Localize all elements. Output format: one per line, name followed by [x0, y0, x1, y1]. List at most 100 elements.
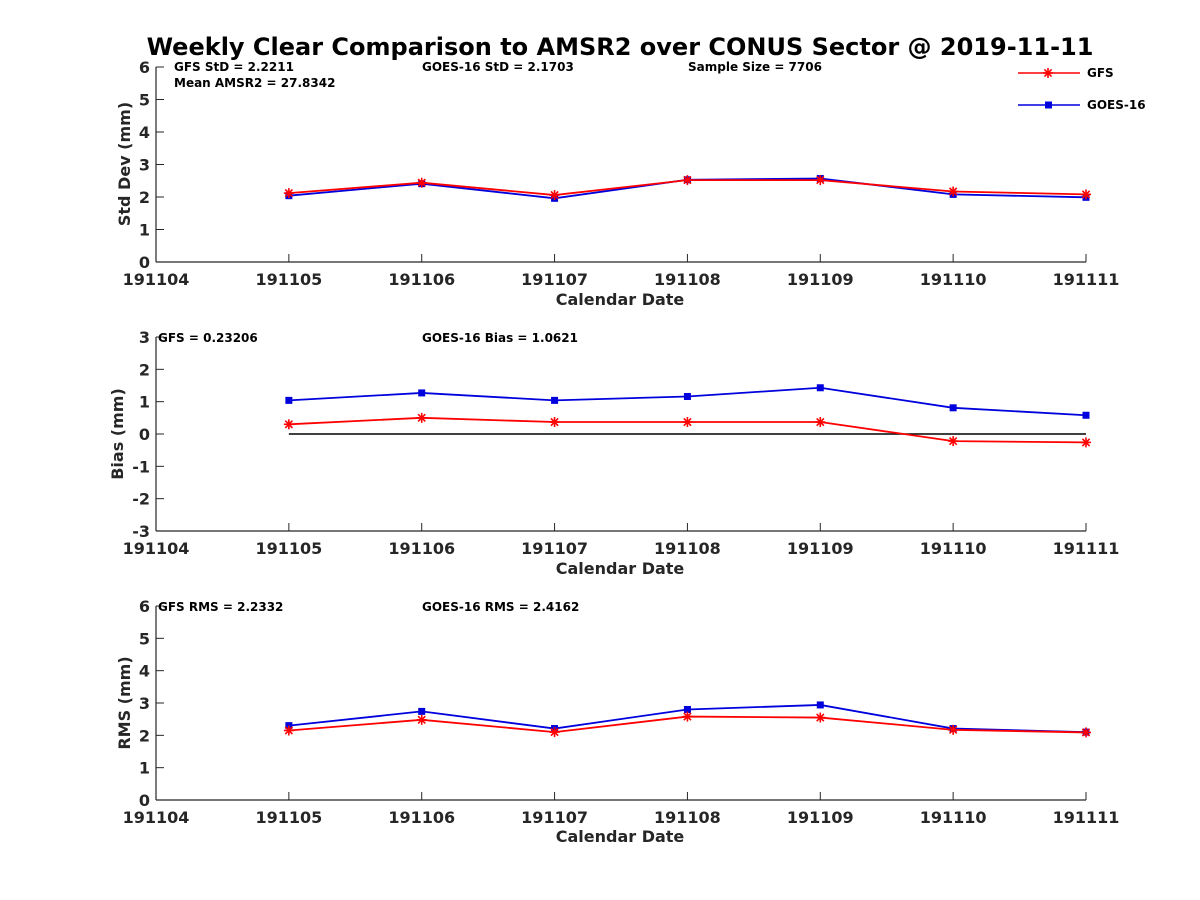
- bias-gfs-point: [682, 417, 693, 428]
- legend-gfs-marker: [1043, 68, 1053, 78]
- std-dev-gfs-point: [549, 190, 560, 201]
- bias-x-tick-label: 191111: [1053, 539, 1120, 558]
- rms-x-tick-label: 191108: [654, 808, 721, 827]
- legend-goes16-marker: [1045, 101, 1052, 109]
- rms-gfs-point: [416, 714, 427, 725]
- goes16-std-annotation: GOES-16 StD = 2.1703: [422, 60, 574, 74]
- bias-gfs-point: [815, 417, 826, 428]
- std-dev-y-tick-label: 5: [139, 91, 150, 110]
- std-dev-y-tick-label: 6: [139, 58, 150, 77]
- legend-goes16-label: GOES-16: [1087, 98, 1146, 112]
- gfs-bias-annotation: GFS = 0.23206: [158, 331, 258, 345]
- bias-gfs-point: [1081, 437, 1091, 448]
- chart-title: Weekly Clear Comparison to AMSR2 over CO…: [147, 33, 1094, 61]
- std-dev-x-tick-label: 191108: [654, 270, 721, 289]
- std-dev-x-tick-label: 191106: [388, 270, 455, 289]
- rms-gfs-point: [549, 727, 560, 738]
- bias-y-tick-label: 3: [139, 328, 150, 347]
- bias-y-tick-label: -1: [132, 457, 150, 476]
- bias-goes16-point: [1082, 411, 1090, 419]
- bias-goes16-point: [551, 396, 559, 404]
- rms-y-tick-label: 3: [139, 694, 150, 713]
- std-dev-x-tick-label: 191105: [255, 270, 322, 289]
- std-dev-x-tick-label: 191107: [521, 270, 588, 289]
- std-dev-axes: 191104 191105 191106 191107 191108 191109 1911…: [123, 58, 1120, 289]
- bias-goes16-point: [285, 396, 293, 404]
- bias-x-tick-label: 191107: [521, 539, 588, 558]
- bias-goes16-point: [418, 389, 426, 397]
- rms-y-tick-label: 0: [139, 791, 150, 810]
- rms-x-tick-label: 191104: [123, 808, 190, 827]
- std-dev-y-tick-label: 3: [139, 156, 150, 175]
- goes16-rms-annotation: GOES-16 RMS = 2.4162: [422, 600, 579, 614]
- std-dev-gfs-point: [283, 188, 294, 199]
- bias-goes16-point: [949, 404, 957, 412]
- std-dev-y-axis-label: Std Dev (mm): [115, 102, 134, 226]
- rms-goes16-point: [683, 705, 691, 713]
- rms-y-tick-label: 1: [139, 759, 150, 778]
- std-dev-x-tick-label: 191110: [920, 270, 987, 289]
- rms-y-axis-label: RMS (mm): [115, 656, 134, 749]
- bias-gfs-point: [283, 419, 294, 430]
- rms-gfs-point: [815, 712, 826, 723]
- rms-gfs-point: [948, 724, 959, 735]
- rms-gfs-point: [1081, 727, 1091, 738]
- bias-x-tick-label: 191105: [255, 539, 322, 558]
- std-dev-y-tick-label: 1: [139, 221, 150, 240]
- bias-y-axis-label: Bias (mm): [108, 388, 127, 480]
- bias-x-tick-label: 191108: [654, 539, 721, 558]
- rms-x-tick-label: 191107: [521, 808, 588, 827]
- std-dev-gfs-point: [416, 177, 427, 188]
- rms-x-tick-label: 191106: [388, 808, 455, 827]
- rms-x-tick-label: 191109: [787, 808, 854, 827]
- std-dev-y-tick-label: 4: [139, 123, 150, 142]
- legend: GFS GOES-16: [1018, 66, 1146, 112]
- bias-x-tick-label: 191104: [123, 539, 190, 558]
- std-dev-gfs-point: [682, 175, 693, 186]
- std-dev-gfs-point: [948, 186, 959, 197]
- bias-y-tick-label: 0: [139, 425, 150, 444]
- bias-x-tick-label: 191110: [920, 539, 987, 558]
- bias-gfs-point: [948, 436, 959, 447]
- rms-axes: 191104 191105 191106 191107 191108 191109 1911…: [123, 597, 1120, 827]
- bias-gfs-point: [549, 417, 560, 428]
- rms-y-tick-label: 6: [139, 597, 150, 616]
- std-dev-gfs-point: [1081, 189, 1091, 200]
- legend-gfs-asterisk: [1043, 68, 1053, 78]
- rms-y-tick-label: 2: [139, 726, 150, 745]
- rms-x-tick-label: 191111: [1053, 808, 1120, 827]
- bias-goes16-point: [816, 384, 824, 392]
- rms-goes16-point: [418, 707, 426, 715]
- std-dev-gfs-point: [815, 175, 826, 186]
- bias-x-tick-label: 191109: [787, 539, 854, 558]
- std-dev-y-tick-label: 0: [139, 253, 150, 272]
- sample-size-annotation: Sample Size = 7706: [688, 60, 822, 74]
- rms-x-tick-label: 191105: [255, 808, 322, 827]
- bias-y-tick-label: -3: [132, 522, 150, 541]
- std-dev-x-axis-label: Calendar Date: [556, 290, 685, 309]
- bias-panel: 191104 191105 191106 191107 191108 191109 1911…: [108, 328, 1119, 578]
- rms-x-tick-label: 191110: [920, 808, 987, 827]
- bias-goes16-point: [683, 392, 691, 400]
- mean-amsr2-annotation: Mean AMSR2 = 27.8342: [174, 76, 335, 90]
- rms-x-axis-label: Calendar Date: [556, 827, 685, 846]
- std-dev-x-tick-label: 191111: [1053, 270, 1120, 289]
- gfs-rms-annotation: GFS RMS = 2.2332: [158, 600, 283, 614]
- bias-y-tick-label: 1: [139, 393, 150, 412]
- gfs-std-annotation: GFS StD = 2.2211: [174, 60, 294, 74]
- bias-x-axis-label: Calendar Date: [556, 559, 685, 578]
- bias-axes: 191104 191105 191106 191107 191108 191109 1911…: [123, 328, 1120, 558]
- bias-y-tick-label: 2: [139, 360, 150, 379]
- goes16-bias-annotation: GOES-16 Bias = 1.0621: [422, 331, 578, 345]
- std-dev-y-tick-label: 2: [139, 188, 150, 207]
- rms-gfs-point: [682, 711, 693, 722]
- rms-panel: 191104 191105 191106 191107 191108 191109 1911…: [115, 597, 1119, 846]
- legend-gfs-label: GFS: [1087, 66, 1114, 80]
- bias-gfs-point: [416, 412, 427, 423]
- rms-y-tick-label: 4: [139, 662, 150, 681]
- std-dev-x-tick-label: 191109: [787, 270, 854, 289]
- bias-x-tick-label: 191106: [388, 539, 455, 558]
- bias-y-tick-label: -2: [132, 490, 150, 509]
